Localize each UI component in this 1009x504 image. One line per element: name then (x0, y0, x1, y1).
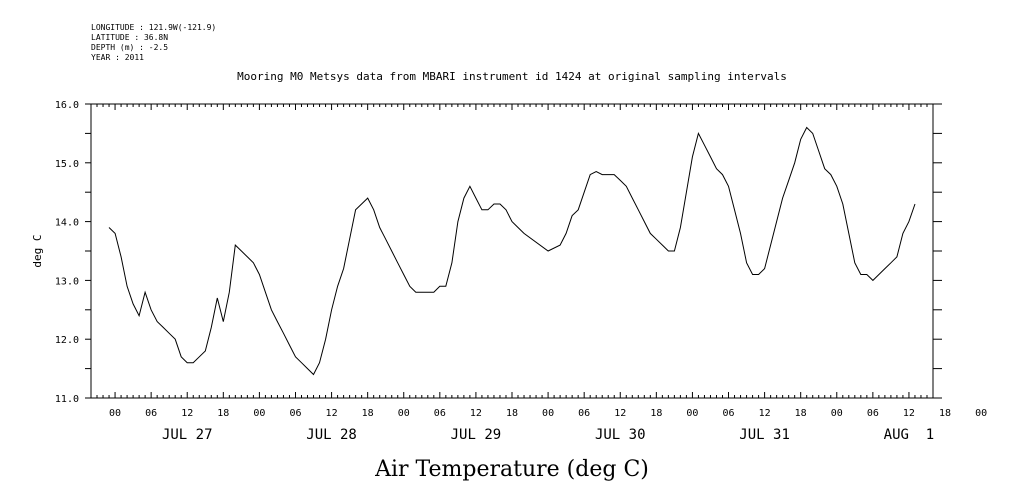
x-tick-label: 06 (867, 408, 879, 419)
x-tick-label: 12 (326, 408, 338, 419)
x-tick-label: 12 (614, 408, 626, 419)
day-label: JUL 27 (162, 427, 213, 443)
x-tick-label: 06 (722, 408, 734, 419)
series-line (108, 126, 916, 376)
x-tick-label: 12 (470, 408, 482, 419)
y-tick-labels: 11.0 12.0 13.0 14.0 15.0 16.0 (55, 100, 79, 405)
x-tick-label: 00 (975, 408, 987, 419)
x-tick-label: 12 (759, 408, 771, 419)
axis-ticks (85, 103, 942, 399)
x-tick-label: 00 (686, 408, 698, 419)
day-label: AUG 1 (884, 427, 935, 443)
day-label: JUL 29 (451, 427, 502, 443)
y-tick-label: 14.0 (55, 218, 79, 229)
x-tick-label: 18 (939, 408, 951, 419)
metadata-longitude: LONGITUDE : 121.9W(-121.9) (91, 23, 216, 32)
x-tick-label: 06 (434, 408, 446, 419)
y-tick-label: 12.0 (55, 335, 79, 346)
x-tick-label: 06 (289, 408, 301, 419)
x-tick-label: 12 (903, 408, 915, 419)
x-tick-label: 06 (578, 408, 590, 419)
x-tick-label: 12 (181, 408, 193, 419)
y-axis-label: deg C (31, 234, 44, 267)
x-tick-label: 00 (398, 408, 410, 419)
x-tick-label: 00 (542, 408, 554, 419)
y-tick-label: 13.0 (55, 276, 79, 287)
x-tick-label: 18 (506, 408, 518, 419)
day-label: JUL 30 (595, 427, 646, 443)
y-tick-label: 15.0 (55, 159, 79, 170)
plot-frame (90, 103, 934, 399)
y-tick-label: 11.0 (55, 394, 79, 405)
metadata-year: YEAR : 2011 (91, 53, 144, 62)
x-tick-label: 18 (362, 408, 374, 419)
x-tick-labels: 00 06 12 18 00 06 12 18 00 06 12 18 00 06 12 18 00 06 12 18… (109, 408, 987, 419)
x-tick-label: 18 (217, 408, 229, 419)
day-label: JUL 28 (306, 427, 357, 443)
x-tick-label: 18 (795, 408, 807, 419)
chart-title: Mooring M0 Metsys data from MBARI instru… (237, 70, 787, 83)
location-metadata: LONGITUDE : 121.9W(-121.9) LATITUDE : 36… (91, 23, 216, 62)
x-tick-label: 18 (650, 408, 662, 419)
day-label: JUL 31 (739, 427, 790, 443)
x-tick-label: 06 (145, 408, 157, 419)
y-tick-label: 16.0 (55, 100, 79, 111)
x-axis-title: Air Temperature (deg C) (374, 457, 649, 482)
metadata-depth: DEPTH (m) : -2.5 (91, 43, 168, 52)
x-tick-label: 00 (831, 408, 843, 419)
x-tick-label: 00 (109, 408, 121, 419)
metadata-latitude: LATITUDE : 36.8N (91, 33, 168, 42)
x-tick-label: 00 (253, 408, 265, 419)
